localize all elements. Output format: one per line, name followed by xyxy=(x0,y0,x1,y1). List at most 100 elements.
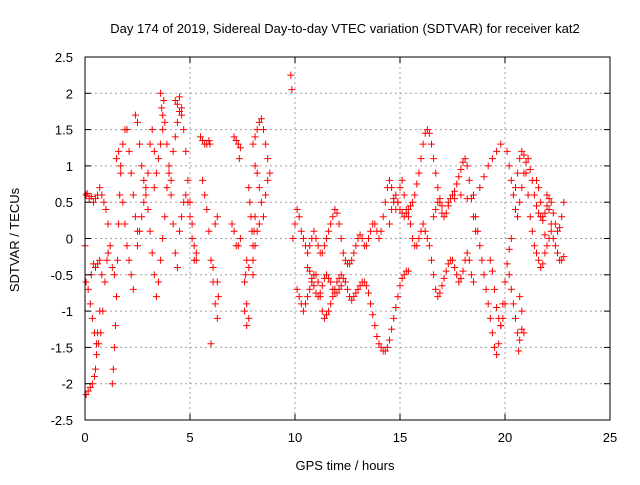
x-tick-label: 5 xyxy=(186,430,193,445)
data-point xyxy=(241,307,249,315)
data-point xyxy=(457,191,465,199)
data-point xyxy=(344,285,351,293)
data-point xyxy=(173,264,181,272)
data-point xyxy=(444,198,452,206)
data-point xyxy=(119,198,127,206)
data-point xyxy=(82,191,90,199)
data-point xyxy=(400,213,408,221)
data-point xyxy=(150,147,158,155)
data-point xyxy=(371,322,379,330)
data-point xyxy=(127,169,135,177)
data-point xyxy=(150,184,158,192)
data-point xyxy=(249,271,257,279)
data-point xyxy=(136,140,144,148)
data-point xyxy=(152,169,160,177)
data-point xyxy=(152,293,160,301)
data-point xyxy=(486,314,494,322)
data-point xyxy=(205,136,213,144)
data-point xyxy=(234,140,242,148)
data-point xyxy=(148,126,156,134)
data-point xyxy=(160,97,168,105)
data-point xyxy=(121,220,129,228)
data-point xyxy=(520,329,528,337)
data-point xyxy=(362,242,370,250)
data-point xyxy=(188,235,196,242)
data-point xyxy=(146,140,154,148)
data-point xyxy=(111,322,119,330)
data-point xyxy=(102,205,110,213)
data-point xyxy=(211,300,219,308)
data-point xyxy=(312,235,320,242)
data-point xyxy=(467,271,475,279)
data-point xyxy=(173,100,181,108)
y-tick-label: -2 xyxy=(61,377,73,392)
data-point xyxy=(129,285,137,293)
data-point xyxy=(113,293,120,301)
data-point xyxy=(367,300,375,308)
data-point xyxy=(262,191,270,199)
data-point xyxy=(421,227,429,235)
data-point xyxy=(203,205,211,213)
data-point xyxy=(390,195,398,203)
data-point xyxy=(299,307,307,315)
data-point xyxy=(266,169,274,177)
data-point xyxy=(199,136,207,144)
data-point xyxy=(125,147,133,155)
data-point xyxy=(140,176,148,184)
data-point xyxy=(417,155,425,163)
data-point xyxy=(92,264,99,272)
data-point xyxy=(346,260,354,268)
data-point xyxy=(476,184,484,192)
x-tick-label: 10 xyxy=(288,430,302,445)
data-point xyxy=(333,289,341,297)
data-point xyxy=(293,205,301,213)
data-point xyxy=(245,184,253,192)
data-point xyxy=(178,111,186,119)
data-point xyxy=(547,220,555,228)
data-point xyxy=(335,220,343,228)
data-point xyxy=(108,380,116,388)
data-point xyxy=(537,198,545,206)
data-point xyxy=(415,169,423,177)
data-point xyxy=(528,227,536,235)
data-point xyxy=(530,191,538,199)
data-point xyxy=(512,314,519,322)
data-point xyxy=(440,274,448,282)
data-point xyxy=(230,133,238,141)
data-point xyxy=(251,242,259,250)
data-point xyxy=(488,267,496,275)
y-tick-label: 2.5 xyxy=(55,50,73,65)
data-point xyxy=(182,191,190,199)
data-point xyxy=(518,184,526,192)
data-point xyxy=(161,213,169,221)
data-point xyxy=(299,235,307,242)
data-point xyxy=(327,220,335,228)
data-point xyxy=(505,245,513,253)
data-point xyxy=(243,300,251,308)
data-point xyxy=(209,264,217,272)
data-point xyxy=(255,220,263,228)
data-point xyxy=(453,271,461,279)
data-point xyxy=(197,133,204,141)
data-point xyxy=(539,260,547,268)
data-point xyxy=(98,191,106,199)
data-point xyxy=(90,372,98,380)
data-point xyxy=(123,242,131,250)
data-point xyxy=(201,191,209,199)
data-point xyxy=(327,300,335,308)
data-point xyxy=(144,169,152,177)
data-point xyxy=(320,314,328,322)
data-point xyxy=(205,227,213,235)
data-point xyxy=(184,176,192,184)
data-point xyxy=(260,126,267,134)
data-point xyxy=(331,205,339,213)
data-point xyxy=(545,205,553,213)
data-point xyxy=(350,249,358,257)
data-point xyxy=(499,314,507,322)
data-point xyxy=(455,173,463,181)
data-point xyxy=(547,198,555,206)
data-point xyxy=(310,227,318,235)
data-point xyxy=(142,184,150,192)
data-point xyxy=(131,213,139,221)
data-point xyxy=(541,231,549,239)
